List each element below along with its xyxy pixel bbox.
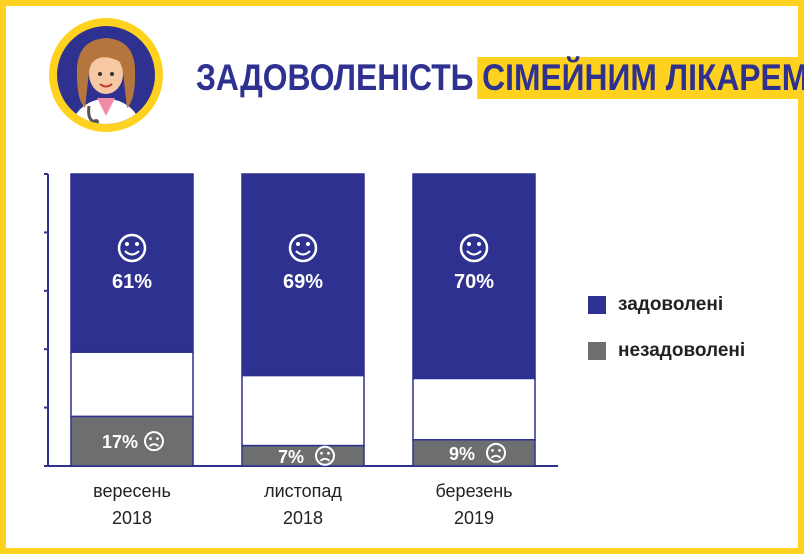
data-label-dissatisfied: 9% [449, 444, 475, 464]
legend-swatch-dissatisfied [588, 342, 606, 360]
data-label-dissatisfied: 7% [278, 447, 304, 467]
x-tick-label: 2019 [454, 508, 494, 528]
chart-title: ЗАДОВОЛЕНІСТЬ СІМЕЙНИМ ЛІКАРЕМ [196, 55, 804, 101]
sad-face-icon [486, 442, 506, 463]
legend: задоволені незадоволені [588, 292, 745, 384]
legend-item-dissatisfied: незадоволені [588, 338, 745, 364]
x-tick-label: листопад [264, 481, 342, 501]
data-label-satisfied: 61% [112, 271, 152, 293]
smile-face-icon [117, 233, 147, 263]
bar-segment-satisfied [70, 173, 194, 353]
x-tick-label: 2018 [112, 508, 152, 528]
data-label-dissatisfied: 17% [102, 432, 138, 452]
legend-label-dissatisfied: незадоволені [618, 340, 746, 361]
title-part-1: ЗАДОВОЛЕНІСТЬ [196, 57, 474, 98]
legend-item-satisfied: задоволені [588, 292, 745, 318]
bar-segment-dissatisfied [412, 438, 536, 467]
bar-segment-dissatisfied [70, 415, 194, 467]
x-tick-label: вересень [93, 481, 171, 501]
bar-segment-satisfied [412, 173, 536, 380]
legend-swatch-satisfied [588, 296, 606, 314]
legend-label-satisfied: задоволені [618, 294, 724, 315]
sad-face-icon [144, 431, 164, 452]
title-part-2: СІМЕЙНИМ ЛІКАРЕМ [476, 57, 804, 99]
smile-face-icon [288, 233, 318, 263]
data-label-satisfied: 70% [454, 271, 494, 293]
doctor-avatar [49, 18, 163, 132]
sad-face-icon [315, 445, 335, 466]
data-label-satisfied: 69% [283, 271, 323, 293]
bar-segment-unknown [241, 374, 365, 447]
bar-segment-unknown [412, 377, 536, 441]
bar-segment-satisfied [241, 173, 365, 377]
x-tick-label: березень [435, 481, 512, 501]
bar-segment-unknown [70, 351, 194, 418]
x-tick-label: 2018 [283, 508, 323, 528]
smile-face-icon [459, 233, 489, 263]
